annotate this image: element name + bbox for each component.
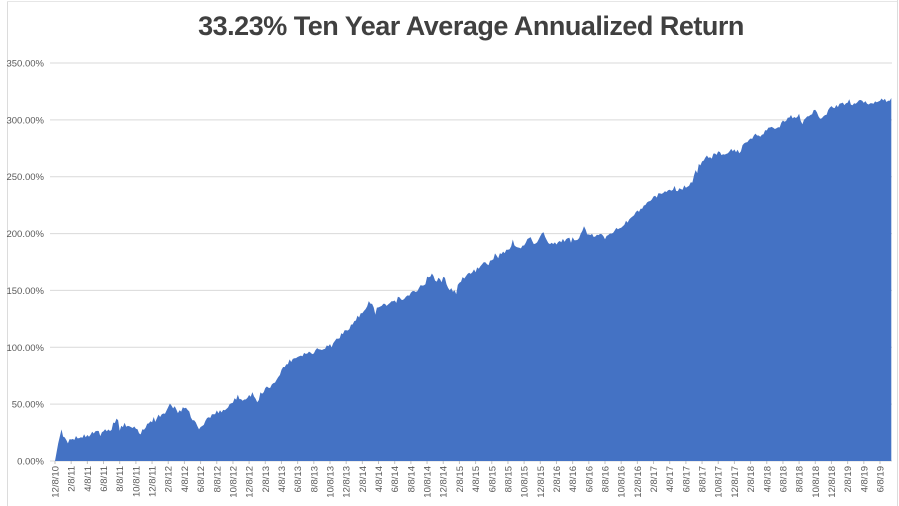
x-tick-label: 8/8/16: [601, 466, 612, 492]
window-left-border: [7, 2, 8, 506]
y-tick-label: 350.00%: [6, 59, 44, 70]
y-tick-label: 50.00%: [12, 400, 45, 411]
y-tick-label: 300.00%: [6, 115, 44, 126]
x-tick-label: 8/8/18: [795, 466, 806, 492]
x-tick-label: 4/8/12: [180, 466, 191, 492]
x-tick-label: 2/8/18: [746, 466, 757, 492]
x-tick-label: 4/8/16: [568, 466, 579, 492]
x-tick-label: 2/8/14: [358, 466, 369, 492]
x-tick-label: 2/8/16: [552, 466, 563, 492]
x-tick-label: 12/8/18: [827, 466, 838, 498]
x-tick-label: 12/8/10: [51, 466, 62, 498]
x-tick-label: 4/8/19: [859, 466, 870, 492]
y-tick-label: 150.00%: [6, 286, 44, 297]
x-tick-label: 2/8/13: [261, 466, 272, 492]
window-right-border: [897, 0, 898, 506]
x-tick-label: 10/8/13: [326, 466, 337, 498]
x-tick-label: 8/8/14: [406, 466, 417, 492]
x-tick-label: 4/8/11: [83, 466, 94, 492]
x-tick-label: 6/8/17: [681, 466, 692, 492]
y-axis-labels: 0.00% 50.00% 100.00% 150.00% 200.00% 250.00% 3…: [6, 59, 44, 468]
x-tick-label: 2/8/17: [649, 466, 660, 492]
y-tick-label: 200.00%: [6, 229, 44, 240]
x-tick-label: 12/8/17: [730, 466, 741, 498]
y-tick-label: 250.00%: [6, 172, 44, 183]
x-tick-label: 10/8/14: [423, 466, 434, 498]
x-tick-label: 4/8/14: [374, 466, 385, 492]
x-tick-label: 10/8/12: [228, 466, 239, 498]
x-tick-label: 6/8/18: [778, 466, 789, 492]
x-tick-label: 6/8/16: [584, 466, 595, 492]
x-axis-tick-marks: [54, 461, 881, 464]
window-top-border: [7, 1, 898, 2]
x-tick-label: 8/8/15: [503, 466, 514, 492]
x-tick-label: 4/8/13: [277, 466, 288, 492]
cumulative-return-area: [55, 98, 892, 461]
x-tick-label: 10/8/17: [714, 466, 725, 498]
x-tick-label: 12/8/14: [439, 466, 450, 498]
x-tick-label: 6/8/11: [99, 466, 110, 492]
x-tick-label: 4/8/18: [762, 466, 773, 492]
x-tick-label: 10/8/15: [520, 466, 531, 498]
x-tick-label: 6/8/14: [390, 466, 401, 492]
x-tick-label: 2/8/12: [164, 466, 175, 492]
x-tick-label: 10/8/11: [131, 466, 142, 497]
x-tick-label: 6/8/12: [196, 466, 207, 492]
x-tick-label: 4/8/15: [471, 466, 482, 492]
x-tick-label: 6/8/13: [293, 466, 304, 492]
x-tick-label: 12/8/11: [148, 466, 159, 497]
x-tick-label: 8/8/13: [309, 466, 320, 492]
chart-title: 33.23% Ten Year Average Annualized Retur…: [198, 11, 744, 41]
x-tick-label: 12/8/15: [536, 466, 547, 498]
x-tick-label: 10/8/18: [811, 466, 822, 498]
x-tick-label: 12/8/12: [245, 466, 256, 498]
return-area-series: [55, 98, 892, 461]
x-tick-label: 10/8/16: [617, 466, 628, 498]
x-tick-label: 2/8/11: [67, 466, 78, 492]
x-tick-label: 4/8/17: [665, 466, 676, 492]
y-tick-label: 0.00%: [17, 457, 44, 468]
x-axis-labels: 12/8/10 2/8/11 4/8/11 6/8/11 8/8/11 10/8/11 12…: [51, 466, 887, 498]
x-tick-label: 8/8/12: [212, 466, 223, 492]
x-tick-label: 6/8/19: [876, 466, 887, 492]
x-tick-label: 8/8/17: [698, 466, 709, 492]
x-tick-label: 6/8/15: [487, 466, 498, 492]
x-tick-label: 8/8/11: [115, 466, 126, 492]
x-tick-label: 2/8/19: [843, 466, 854, 492]
x-tick-label: 12/8/13: [342, 466, 353, 498]
x-tick-label: 12/8/16: [633, 466, 644, 498]
y-tick-label: 100.00%: [6, 343, 44, 354]
x-tick-label: 2/8/15: [455, 466, 466, 492]
